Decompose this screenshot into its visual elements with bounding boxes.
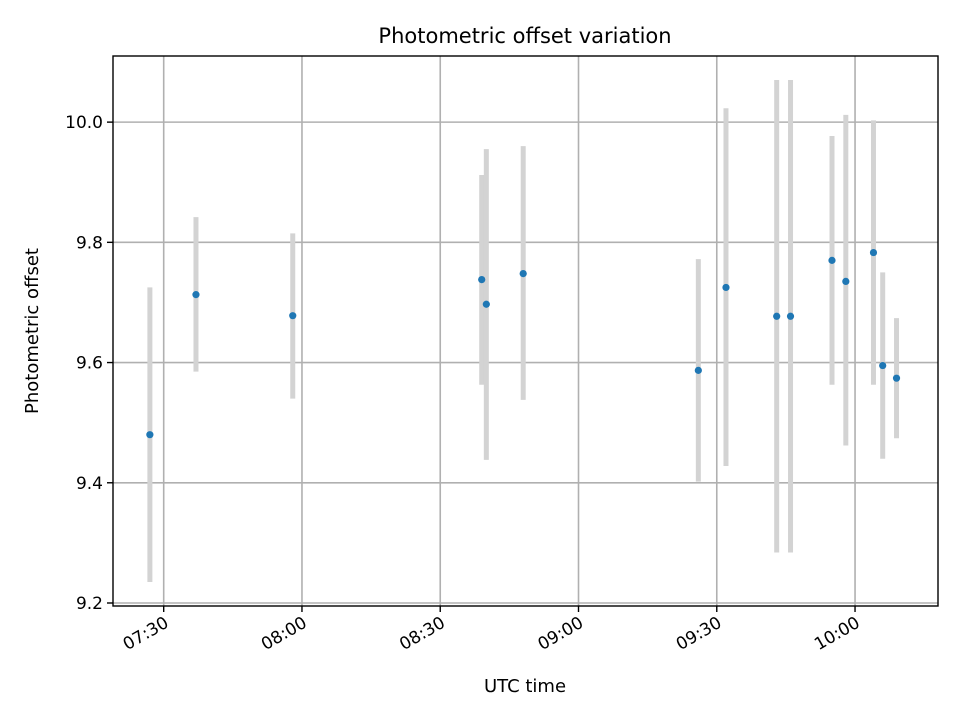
y-tick-label: 9.4 bbox=[76, 474, 103, 494]
data-point bbox=[519, 269, 527, 278]
x-tick-label: 10:00 bbox=[811, 613, 863, 655]
data-point bbox=[879, 361, 887, 370]
data-point bbox=[842, 277, 850, 286]
data-point bbox=[289, 312, 297, 320]
data-point bbox=[478, 276, 486, 284]
x-tick-label: 09:00 bbox=[535, 613, 587, 655]
data-point bbox=[192, 291, 200, 299]
y-tick-label: 9.8 bbox=[76, 233, 103, 253]
error-bars bbox=[147, 80, 900, 582]
y-axis: 9.2 9.4 9.6 9.8 10.0 bbox=[65, 113, 113, 614]
plot-frame bbox=[112, 55, 939, 607]
data-point bbox=[482, 300, 490, 308]
data-point bbox=[146, 431, 154, 439]
data-point bbox=[773, 312, 781, 320]
data-point bbox=[892, 374, 901, 382]
data-point bbox=[694, 366, 702, 374]
y-axis-label: Photometric offset bbox=[22, 248, 43, 414]
data-points bbox=[146, 248, 901, 439]
y-tick-label: 10.0 bbox=[65, 113, 103, 133]
data-point bbox=[869, 248, 878, 257]
y-tick-label: 9.2 bbox=[76, 594, 103, 614]
data-point bbox=[828, 256, 836, 264]
y-tick-label: 9.6 bbox=[76, 354, 103, 374]
x-tick-label: 08:30 bbox=[396, 613, 448, 655]
x-tick-label: 08:00 bbox=[258, 613, 310, 655]
x-axis: 07:30 08:00 08:30 09:00 09:30 10:00 bbox=[120, 606, 864, 655]
x-axis-label: UTC time bbox=[484, 676, 566, 697]
data-point bbox=[786, 312, 795, 320]
chart-title: Photometric offset variation bbox=[378, 24, 671, 48]
x-tick-label: 07:30 bbox=[120, 613, 172, 655]
data-point bbox=[722, 283, 730, 292]
x-tick-label: 09:30 bbox=[673, 613, 725, 655]
